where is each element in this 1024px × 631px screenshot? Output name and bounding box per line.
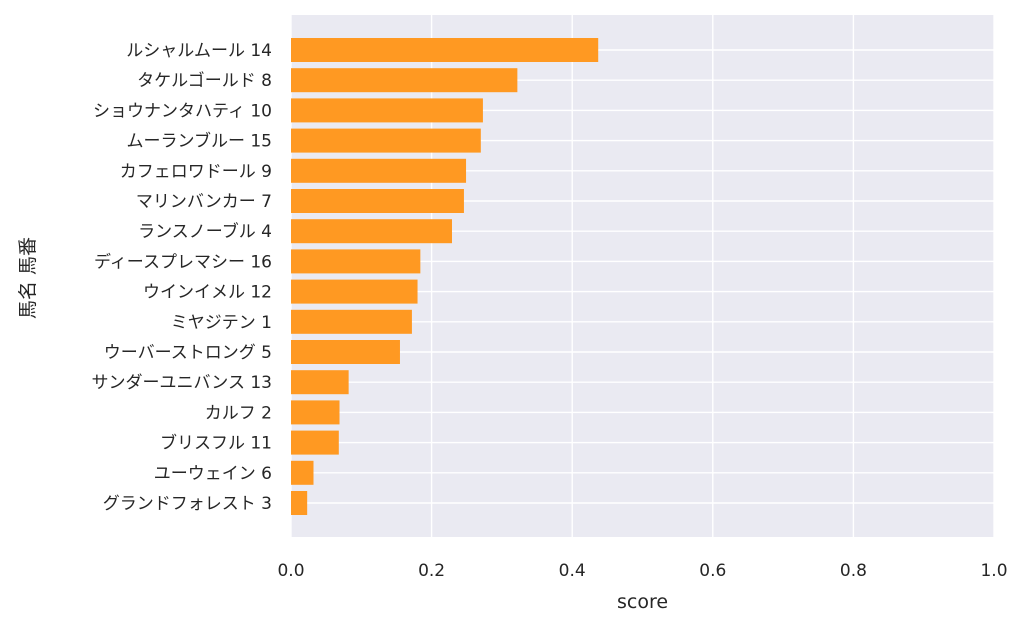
y-tick-label: カルフ 2: [205, 403, 272, 423]
x-tick-labels: 0.0 0.2 0.4 0.6 0.8 1.0: [277, 561, 1007, 581]
x-tick-label: 0.6: [699, 561, 726, 581]
y-tick-label: ブリスフル 11: [160, 433, 272, 454]
y-tick-label: タケルゴールド 8: [137, 70, 272, 91]
x-tick-label: 1.0: [980, 561, 1007, 581]
y-tick-label: ディースプレマシー 16: [94, 251, 272, 272]
bar: [291, 128, 481, 153]
y-tick-labels: ルシャルムール 14 タケルゴールド 8 ショウナンタハティ 10 ムーランブルー 1…: [91, 41, 272, 514]
bar: [291, 189, 464, 213]
y-tick-label: ルシャルムール 14: [126, 41, 272, 61]
y-tick-label: サンダーユニバンス 13: [91, 373, 272, 393]
x-axis-label: score: [617, 591, 668, 613]
bar: [291, 98, 483, 123]
bar: [291, 340, 400, 364]
y-tick-label: ムーランブルー 15: [126, 131, 272, 152]
bar: [291, 68, 518, 93]
bars: [291, 38, 599, 515]
y-tick-label: ミヤジテン 1: [171, 313, 272, 333]
y-tick-label: マリンバンカー 7: [136, 192, 272, 212]
y-tick-label: ランスノーブル 4: [138, 221, 272, 242]
bar: [291, 430, 339, 455]
bar: [291, 249, 421, 274]
y-axis-label: 馬名 馬番: [17, 237, 39, 319]
bar: [291, 219, 452, 244]
bar: [291, 38, 599, 62]
bar: [291, 158, 467, 183]
x-tick-label: 0.2: [418, 561, 445, 581]
y-tick-label: グランドフォレスト 3: [103, 494, 272, 514]
bar: [291, 460, 314, 485]
bar: [291, 370, 349, 395]
y-tick-label: ユーウェイン 6: [154, 464, 272, 484]
y-tick-label: カフェロワドール 9: [120, 162, 272, 182]
x-tick-label: 0.0: [277, 561, 304, 581]
bar: [291, 400, 340, 425]
x-tick-label: 0.4: [559, 561, 586, 581]
y-tick-label: ショウナンタハティ 10: [93, 101, 272, 121]
bar: [291, 309, 412, 334]
y-tick-label: ウーバーストロング 5: [104, 343, 272, 363]
bar: [291, 491, 308, 515]
x-tick-label: 0.8: [840, 561, 867, 581]
bar: [291, 279, 418, 304]
y-tick-label: ウインイメル 12: [143, 283, 272, 303]
plot-background: [291, 15, 994, 537]
